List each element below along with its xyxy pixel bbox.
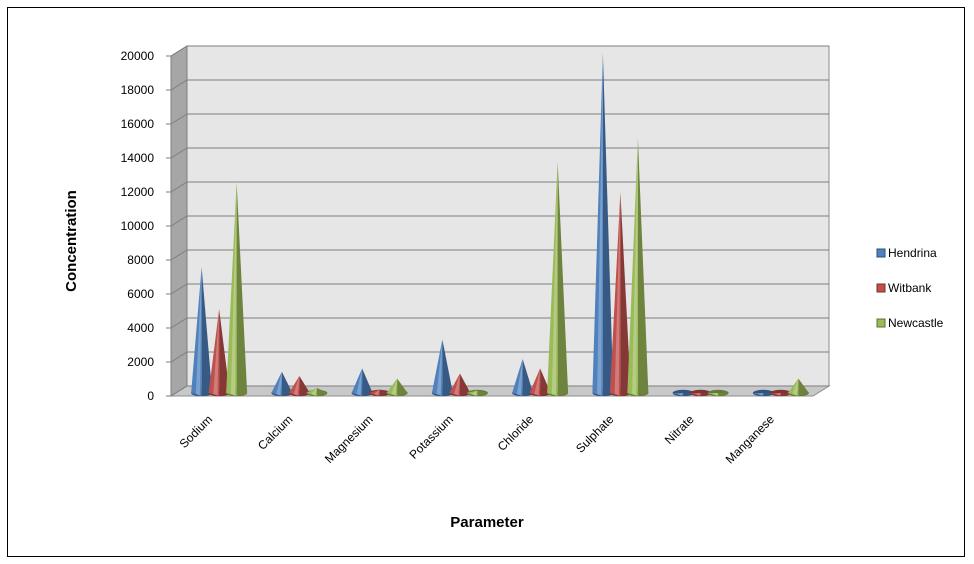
legend-swatch: [876, 283, 886, 293]
gridline: [170, 147, 829, 159]
y-tick-label: 16000: [121, 117, 155, 131]
x-tick-label: Potassium: [406, 412, 456, 462]
gridline: [170, 45, 829, 57]
x-axis-ticks: Sodium Calcium Magnesium Potassium Chloride S…: [177, 412, 778, 466]
x-tick-label: Magnesium: [322, 412, 376, 466]
legend-swatch: [876, 248, 886, 258]
y-tick-label: 0: [147, 389, 154, 403]
gridline: [170, 283, 829, 295]
cone-witbank-sulphate: [609, 192, 631, 397]
cone-hendrina-nitrate: [672, 389, 694, 397]
cone-newcastle-magnesium: [386, 378, 408, 397]
cone-newcastle-potassium: [466, 389, 488, 397]
y-tick-label: 6000: [127, 287, 154, 301]
cone-chart: 0 2000 4000 6000 8000 10000 12000 14000 16000 180…: [63, 45, 944, 531]
gridlines: [170, 45, 829, 397]
cone-witbank-calcium: [288, 376, 310, 397]
gridline: [170, 113, 829, 125]
legend-label: Hendrina: [888, 246, 937, 260]
y-tick-label: 8000: [127, 253, 154, 267]
y-axis-title: Concentration: [63, 190, 80, 292]
cone-witbank-nitrate: [690, 389, 712, 397]
x-tick-label: Chloride: [495, 412, 537, 454]
y-axis-ticks: 0 2000 4000 6000 8000 10000 12000 14000 16000 180…: [121, 49, 172, 403]
legend-item-witbank: Witbank: [876, 281, 932, 295]
legend-item-newcastle: Newcastle: [876, 316, 944, 330]
cone-hendrina-calcium: [271, 371, 293, 397]
y-tick-label: 2000: [127, 355, 154, 369]
y-tick-label: 14000: [121, 151, 155, 165]
legend: Hendrina Witbank Newcastle: [876, 246, 944, 330]
cone-hendrina-magnesium: [351, 368, 373, 397]
cone-hendrina-sodium: [191, 267, 213, 397]
legend-label: Witbank: [888, 281, 932, 295]
y-tick-label: 20000: [121, 49, 155, 63]
cone-witbank-magnesium: [369, 389, 391, 397]
cone-newcastle-manganese: [787, 378, 809, 397]
legend-swatch: [876, 318, 886, 328]
cone-witbank-manganese: [770, 389, 792, 397]
x-axis-title: Parameter: [450, 514, 524, 531]
x-tick-label: Calcium: [255, 412, 296, 453]
gridline: [170, 249, 829, 261]
cone-hendrina-chloride: [512, 359, 534, 397]
floor: [169, 385, 831, 397]
x-tick-label: Sodium: [177, 412, 216, 451]
cone-witbank-potassium: [449, 373, 471, 397]
cone-hendrina-potassium: [431, 339, 453, 397]
legend-item-hendrina: Hendrina: [876, 246, 937, 260]
y-tick-label: 10000: [121, 219, 155, 233]
gridline: [170, 79, 829, 91]
cone-hendrina-sulphate: [592, 53, 614, 397]
x-tick-label: Nitrate: [662, 412, 697, 447]
chart-frame: 0 2000 4000 6000 8000 10000 12000 14000 16000 180…: [7, 7, 965, 557]
cone-newcastle-sulphate: [627, 138, 649, 397]
cone-newcastle-sodium: [226, 182, 248, 397]
plot-walls: [169, 45, 831, 397]
gridline: [170, 215, 829, 227]
cone-newcastle-chloride: [547, 161, 569, 397]
x-tick-label: Sulphate: [573, 412, 617, 456]
cone-newcastle-nitrate: [707, 389, 729, 397]
cone-newcastle-calcium: [306, 387, 328, 397]
cone-witbank-sodium: [208, 308, 230, 397]
y-tick-label: 12000: [121, 185, 155, 199]
y-tick-label: 4000: [127, 321, 154, 335]
cone-hendrina-manganese: [752, 389, 774, 397]
y-tick-label: 18000: [121, 83, 155, 97]
x-tick-label: Manganese: [723, 412, 777, 466]
legend-label: Newcastle: [888, 316, 944, 330]
data-cones: [191, 53, 809, 397]
gridline: [170, 181, 829, 193]
